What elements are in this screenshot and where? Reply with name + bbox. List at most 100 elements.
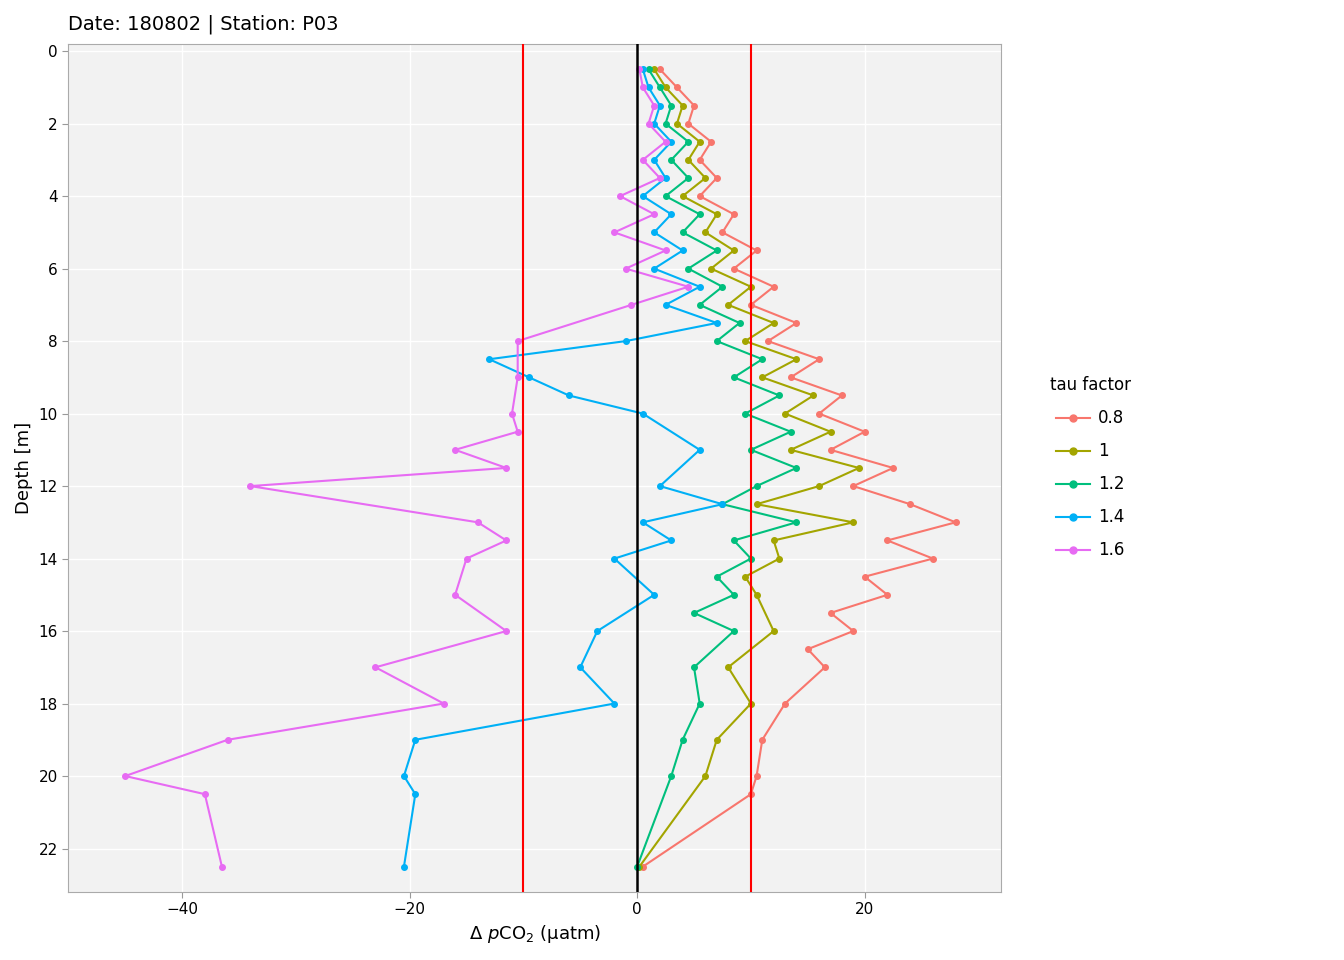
1.2 [789,462,805,473]
1 [845,516,862,528]
1.4 [589,625,605,636]
1 [766,625,782,636]
0.8 [766,281,782,293]
1.6 [634,82,650,93]
1.4 [634,63,650,75]
1 [766,535,782,546]
1 [720,300,737,311]
1.6 [117,770,133,781]
Text: Date: 180802 | Station: P03: Date: 180802 | Station: P03 [69,15,339,35]
1 [743,281,759,293]
1.2 [685,661,702,673]
1.6 [509,426,526,438]
1.4 [606,553,622,564]
1 [737,335,753,347]
1.4 [634,190,650,202]
1.2 [652,82,668,93]
1.6 [618,263,634,275]
1.2 [715,498,731,510]
1 [669,118,685,130]
0.8 [810,408,827,420]
1.6 [196,788,212,800]
1 [789,353,805,365]
1.6 [641,118,657,130]
0.8 [845,480,862,492]
1.6 [509,335,526,347]
Y-axis label: Depth [m]: Depth [m] [15,421,34,514]
Line: 1: 1 [637,66,862,870]
1.4 [646,227,663,238]
1.4 [663,208,679,220]
0.8 [703,136,719,148]
0.8 [726,208,742,220]
1 [632,861,648,873]
1.2 [657,190,673,202]
1.4 [708,317,724,328]
1 [805,390,821,401]
1.4 [396,861,413,873]
0.8 [777,698,793,709]
0.8 [749,245,765,256]
1 [782,444,798,456]
1.2 [685,607,702,618]
1.4 [692,281,708,293]
Line: 1.2: 1.2 [634,66,800,870]
Line: 0.8: 0.8 [640,66,958,870]
1.4 [692,444,708,456]
1.2 [629,861,645,873]
1 [754,372,770,383]
0.8 [692,190,708,202]
1 [720,661,737,673]
1.2 [675,734,691,746]
0.8 [743,300,759,311]
1 [743,698,759,709]
0.8 [879,535,895,546]
0.8 [823,444,839,456]
0.8 [902,498,918,510]
1.6 [634,155,650,166]
1.2 [743,444,759,456]
0.8 [948,516,964,528]
1.6 [504,408,520,420]
1 [698,227,714,238]
1.2 [726,625,742,636]
1.6 [448,444,464,456]
1.2 [692,300,708,311]
0.8 [669,82,685,93]
1.4 [675,245,691,256]
Line: 1.6: 1.6 [122,66,691,870]
1.6 [499,535,515,546]
0.8 [800,643,816,655]
1.2 [708,245,724,256]
1.4 [646,118,663,130]
0.8 [845,625,862,636]
1.4 [396,770,413,781]
1 [749,589,765,601]
0.8 [823,607,839,618]
1 [703,263,719,275]
1 [771,553,788,564]
0.8 [754,734,770,746]
1.6 [632,63,648,75]
1.4 [715,498,731,510]
1 [698,172,714,183]
Legend: 0.8, 1, 1.2, 1.4, 1.6: 0.8, 1, 1.2, 1.4, 1.6 [1043,370,1137,566]
1.6 [657,245,673,256]
1 [708,208,724,220]
1.4 [407,788,423,800]
1.2 [743,553,759,564]
1.4 [663,535,679,546]
0.8 [749,770,765,781]
1.6 [458,553,474,564]
1.6 [652,172,668,183]
1 [823,426,839,438]
1.2 [663,770,679,781]
1.6 [646,208,663,220]
1.2 [680,172,696,183]
1.2 [726,535,742,546]
0.8 [925,553,941,564]
1 [675,100,691,111]
1.4 [560,390,577,401]
1.6 [214,861,230,873]
1 [737,571,753,583]
